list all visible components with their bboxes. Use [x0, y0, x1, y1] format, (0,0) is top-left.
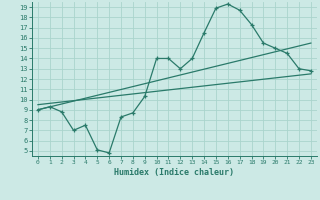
X-axis label: Humidex (Indice chaleur): Humidex (Indice chaleur) — [115, 168, 234, 177]
